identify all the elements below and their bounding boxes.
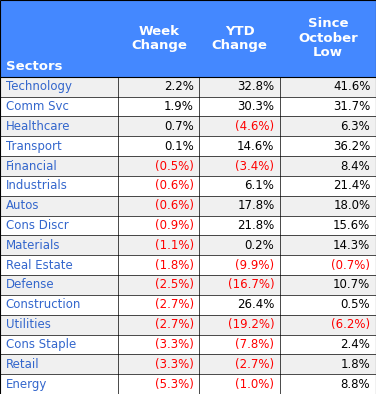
Text: (0.6%): (0.6%) [155,199,194,212]
Text: (16.7%): (16.7%) [228,279,274,292]
Text: Energy: Energy [6,377,47,390]
Text: Defense: Defense [6,279,54,292]
Bar [0,97,376,117]
Text: (19.2%): (19.2%) [228,318,274,331]
Text: 6.1%: 6.1% [245,179,274,192]
Text: 14.6%: 14.6% [237,140,274,153]
Bar [0,315,376,335]
Text: (0.5%): (0.5%) [155,160,194,173]
Bar [0,156,376,176]
Text: Healthcare: Healthcare [6,120,70,133]
Text: Transport: Transport [6,140,61,153]
Bar [0,117,376,136]
Bar [0,255,376,275]
Text: Materials: Materials [6,239,60,252]
Text: Real Estate: Real Estate [6,258,73,271]
Text: 2.4%: 2.4% [341,338,370,351]
Bar [0,335,376,354]
Text: (0.9%): (0.9%) [155,219,194,232]
Text: 36.2%: 36.2% [333,140,370,153]
Text: (4.6%): (4.6%) [235,120,274,133]
Bar [0,0,376,77]
Text: 1.9%: 1.9% [164,100,194,113]
Text: 32.8%: 32.8% [237,80,274,93]
Text: (2.7%): (2.7%) [155,298,194,311]
Text: 0.2%: 0.2% [245,239,274,252]
Text: Retail: Retail [6,358,39,371]
Bar [0,196,376,216]
Bar [0,354,376,374]
Text: 1.8%: 1.8% [341,358,370,371]
Text: (1.8%): (1.8%) [155,258,194,271]
Text: Technology: Technology [6,80,72,93]
Text: (0.7%): (0.7%) [331,258,370,271]
Bar [0,275,376,295]
Text: (3.3%): (3.3%) [155,358,194,371]
Bar [0,374,376,394]
Text: Industrials: Industrials [6,179,68,192]
Text: Construction: Construction [6,298,81,311]
Bar [0,236,376,255]
Text: 26.4%: 26.4% [237,298,274,311]
Text: 17.8%: 17.8% [237,199,274,212]
Text: 0.5%: 0.5% [341,298,370,311]
Text: (7.8%): (7.8%) [235,338,274,351]
Text: 21.4%: 21.4% [333,179,370,192]
Text: Sectors: Sectors [6,61,62,73]
Text: 18.0%: 18.0% [333,199,370,212]
Text: 21.8%: 21.8% [237,219,274,232]
Text: 41.6%: 41.6% [333,80,370,93]
Text: (0.6%): (0.6%) [155,179,194,192]
Bar [0,136,376,156]
Text: 8.4%: 8.4% [341,160,370,173]
Text: (3.3%): (3.3%) [155,338,194,351]
Text: (2.7%): (2.7%) [235,358,274,371]
Text: Utilities: Utilities [6,318,50,331]
Text: (9.9%): (9.9%) [235,258,274,271]
Text: (1.0%): (1.0%) [235,377,274,390]
Text: 15.6%: 15.6% [333,219,370,232]
Text: (2.5%): (2.5%) [155,279,194,292]
Text: 10.7%: 10.7% [333,279,370,292]
Bar [0,216,376,236]
Bar [0,295,376,315]
Text: (1.1%): (1.1%) [155,239,194,252]
Text: 0.7%: 0.7% [164,120,194,133]
Text: Week
Change: Week Change [131,25,187,52]
Text: 2.2%: 2.2% [164,80,194,93]
Text: (2.7%): (2.7%) [155,318,194,331]
Text: 6.3%: 6.3% [341,120,370,133]
Text: 31.7%: 31.7% [333,100,370,113]
Bar [0,77,376,97]
Text: Since
October
Low: Since October Low [298,17,358,59]
Text: Autos: Autos [6,199,39,212]
Text: (6.2%): (6.2%) [331,318,370,331]
Text: (3.4%): (3.4%) [235,160,274,173]
Text: 14.3%: 14.3% [333,239,370,252]
Text: (5.3%): (5.3%) [155,377,194,390]
Text: Comm Svc: Comm Svc [6,100,68,113]
Text: 0.1%: 0.1% [164,140,194,153]
Text: 8.8%: 8.8% [341,377,370,390]
Text: Cons Discr: Cons Discr [6,219,68,232]
Text: YTD
Change: YTD Change [212,25,268,52]
Text: Cons Staple: Cons Staple [6,338,76,351]
Text: 30.3%: 30.3% [238,100,274,113]
Bar [0,176,376,196]
Text: Financial: Financial [6,160,58,173]
